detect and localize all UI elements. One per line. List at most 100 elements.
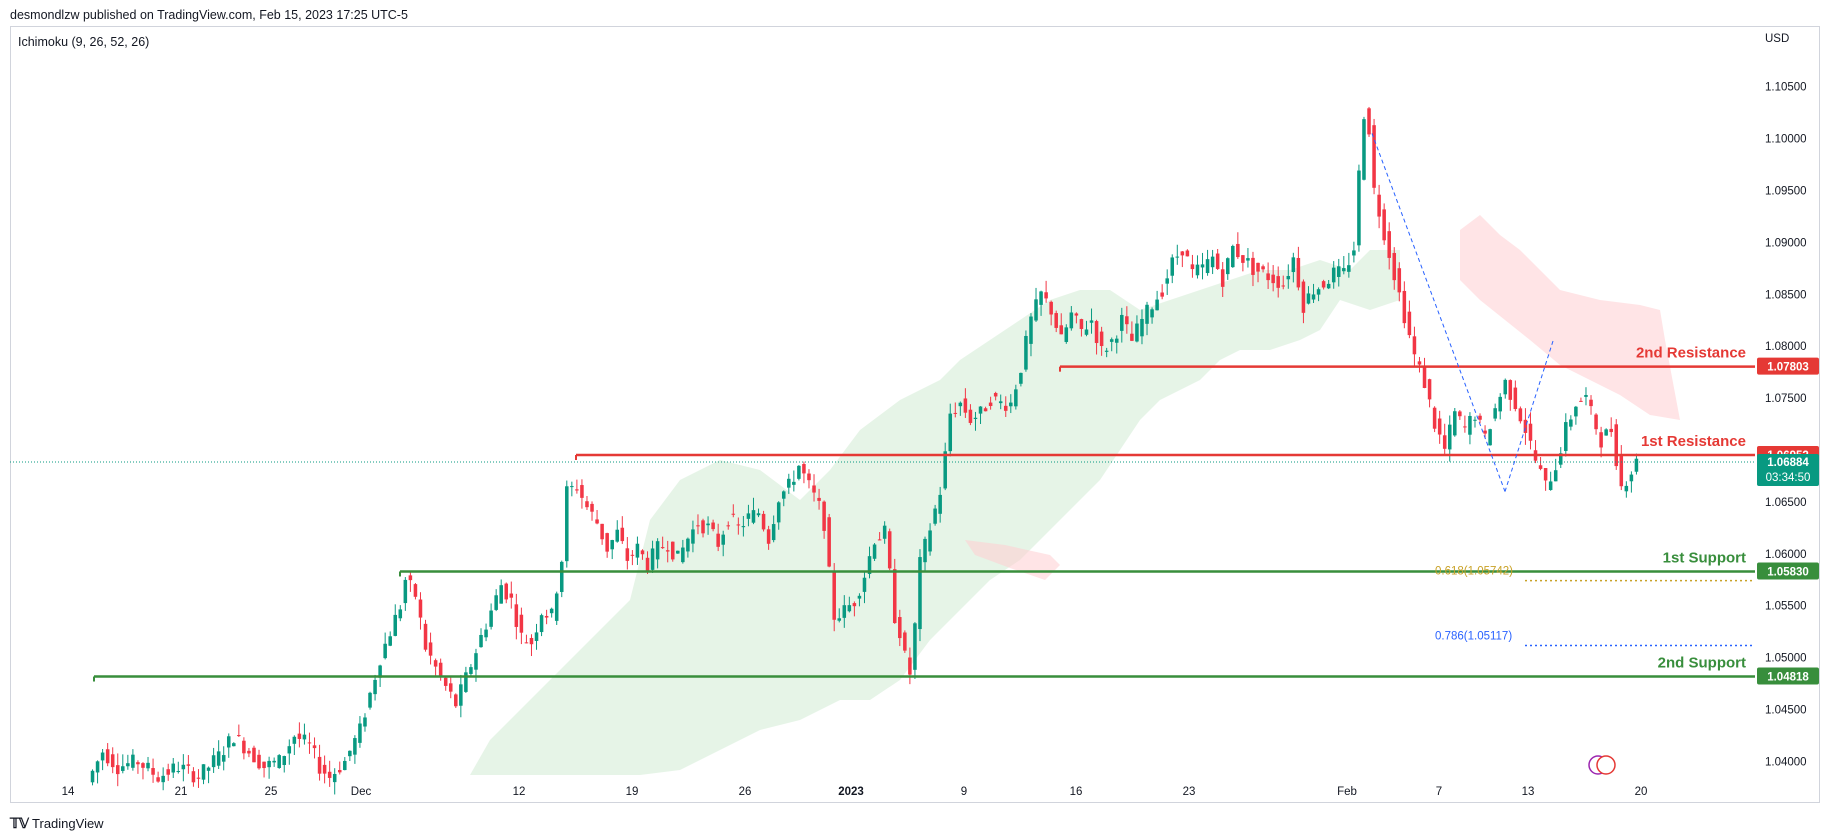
candle-body	[1241, 255, 1245, 263]
candle-body	[686, 538, 690, 552]
candle-body	[221, 755, 226, 762]
countdown-label: 03:34:50	[1766, 472, 1811, 484]
candle-body	[1342, 268, 1346, 272]
y-tick-label: 1.09000	[1765, 237, 1807, 249]
indicator-label[interactable]: Ichimoku (9, 26, 52, 26)	[18, 35, 150, 49]
candle-body	[484, 629, 488, 638]
x-tick-label: 13	[1522, 786, 1535, 798]
candle-body	[433, 660, 438, 667]
currency-label: USD	[1765, 33, 1790, 45]
candle-body	[1084, 329, 1089, 335]
candle-body	[292, 736, 297, 744]
candle-body	[1195, 264, 1200, 276]
candle-body	[691, 529, 695, 544]
y-tick-label: 1.09500	[1765, 186, 1807, 198]
candle-body	[418, 599, 423, 618]
x-tick-label: 21	[175, 786, 188, 798]
level-name: 2nd Support	[1658, 655, 1746, 672]
candle-body	[580, 485, 584, 498]
candle-body	[312, 745, 317, 749]
candle-body	[736, 524, 741, 526]
candle-body	[1140, 318, 1144, 337]
candle-body	[247, 750, 251, 754]
candle-body	[1220, 269, 1225, 287]
candle-body	[1215, 253, 1220, 269]
candle-body	[1155, 299, 1159, 311]
candle-body	[1579, 400, 1583, 402]
candle-body	[650, 548, 655, 570]
candle-body	[105, 749, 110, 764]
candle-body	[918, 557, 922, 630]
candle-body	[635, 543, 640, 558]
candle-body	[524, 642, 529, 644]
candle-body	[781, 491, 786, 499]
candle-body	[1397, 268, 1402, 293]
candle-body	[423, 623, 428, 650]
candle-body	[383, 643, 387, 659]
candle-body	[388, 636, 392, 646]
candle-body	[504, 583, 509, 600]
candle-body	[559, 561, 564, 592]
candle-body	[1569, 419, 1573, 427]
candle-body	[398, 609, 403, 619]
candle-body	[1231, 245, 1235, 268]
y-tick-label: 1.10500	[1765, 82, 1807, 94]
candle-body	[1331, 267, 1336, 283]
y-tick-label: 1.07500	[1765, 393, 1807, 405]
candle-body	[1321, 281, 1326, 288]
candle-body	[1508, 380, 1513, 400]
candle-body	[963, 398, 968, 413]
y-tick-label: 1.10000	[1765, 134, 1807, 146]
candle-body	[1200, 264, 1205, 268]
candle-body	[479, 634, 483, 648]
x-tick-label: 2023	[838, 786, 864, 798]
candle-body	[1604, 429, 1608, 436]
cloud-bearish-small	[965, 540, 1060, 580]
level-price-badge	[1757, 667, 1819, 685]
candle-body	[514, 604, 519, 627]
candle-body	[1276, 276, 1280, 288]
candle-body	[605, 533, 609, 552]
candle-body	[731, 513, 736, 515]
y-tick-label: 1.05000	[1765, 653, 1807, 665]
footer-brand[interactable]: 𝕋𝕍 TradingView	[10, 815, 104, 832]
candle-body	[1473, 419, 1477, 421]
candle-body	[1044, 292, 1048, 299]
candle-body	[1589, 399, 1593, 407]
x-tick-label: 16	[1070, 786, 1083, 798]
candle-body	[1442, 435, 1447, 449]
candle-body	[933, 508, 937, 524]
y-tick-label: 1.04000	[1765, 756, 1807, 768]
candle-body	[978, 406, 983, 414]
fib-label: 0.618(1.05742)	[1435, 566, 1513, 578]
candle-body	[988, 402, 993, 407]
candle-body	[993, 392, 998, 397]
candle-body	[1347, 265, 1351, 272]
x-tick-label: 12	[513, 786, 526, 798]
x-tick-label: Dec	[351, 786, 372, 798]
candle-body	[1125, 316, 1129, 325]
candle-body	[353, 738, 357, 755]
candle-body	[1054, 313, 1058, 328]
candle-body	[136, 762, 140, 765]
y-tick-label: 1.05500	[1765, 601, 1807, 613]
x-tick-label: 9	[961, 786, 967, 798]
candlestick-series	[90, 106, 1639, 795]
candle-body	[438, 662, 443, 677]
candle-body	[1286, 275, 1291, 280]
candle-body	[998, 401, 1003, 404]
y-tick-label: 1.04500	[1765, 705, 1807, 717]
candle-body	[1367, 108, 1371, 135]
candle-body	[413, 584, 418, 597]
candle-body	[1261, 266, 1265, 270]
candle-body	[1357, 170, 1361, 246]
candle-body	[115, 765, 120, 775]
candle-body	[1281, 285, 1286, 287]
level-price-badge	[1757, 357, 1819, 375]
candle-body	[459, 684, 463, 706]
candle-body	[454, 694, 458, 707]
candle-body	[237, 735, 241, 737]
candle-body	[489, 610, 493, 627]
candle-body	[378, 665, 382, 678]
